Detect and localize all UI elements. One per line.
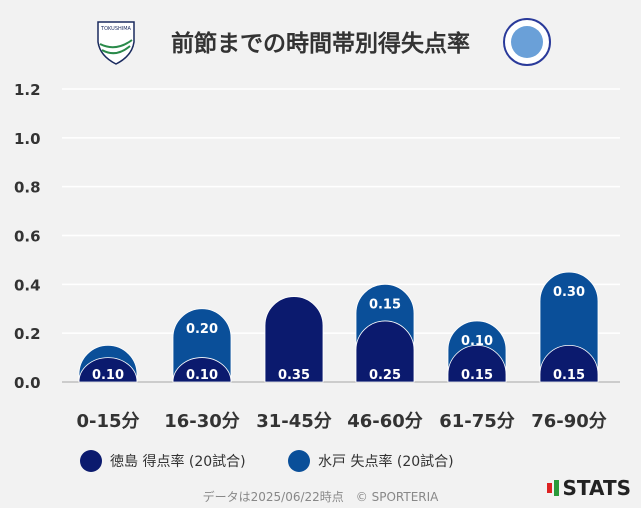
data-label: 0.30 [553,285,585,300]
legend-item-mito: 水戸 失点率 (20試合) [288,450,454,472]
legend-swatch [288,450,310,472]
data-label: 0.15 [553,368,585,383]
data-label: 0.10 [461,334,493,349]
tokushima-logo: TOKUSHIMA [97,21,135,65]
bar-tokushima-score [78,357,138,383]
data-label: 0.15 [369,297,401,312]
bar-tokushima-score [264,296,324,383]
bar-tokushima-score [355,320,415,383]
y-tick-label: 0.8 [14,179,41,197]
legend-swatch [80,450,102,472]
chart-title: 前節までの時間帯別得失点率 [171,31,470,57]
y-tick-label: 0.0 [14,374,41,392]
x-tick-label: 0-15分 [76,411,139,432]
y-tick-label: 0.2 [14,325,41,343]
bar-tokushima-score [447,345,507,383]
x-tick-label: 31-45分 [256,411,332,432]
legend-label: 水戸 失点率 (20試合) [318,454,454,470]
footer-note: データは2025/06/22時点 © SPORTERIA [202,490,439,504]
x-tick-label: 46-60分 [347,411,423,432]
data-label: 0.25 [369,368,401,383]
x-tick-label: 61-75分 [439,411,515,432]
legend-label: 徳島 得点率 (20試合) [110,454,246,470]
legend-item-tokushima: 徳島 得点率 (20試合) [80,450,246,472]
data-label: 0.10 [186,368,218,383]
stats-logo: STATS [546,476,631,500]
data-label: 0.35 [278,368,310,383]
y-tick-label: 0.4 [14,276,41,294]
x-tick-label: 16-30分 [164,411,240,432]
mito-logo [503,18,551,66]
y-tick-label: 1.2 [14,81,41,99]
svg-text:TOKUSHIMA: TOKUSHIMA [100,26,132,32]
y-tick-label: 1.0 [14,130,41,148]
x-tick-label: 76-90分 [531,411,607,432]
bar-tokushima-score [172,357,232,383]
data-label: 0.15 [461,368,493,383]
data-label: 0.10 [92,368,124,383]
data-label: 0.20 [186,322,218,337]
bar-tokushima-score [539,345,599,383]
y-tick-label: 0.6 [14,228,41,246]
